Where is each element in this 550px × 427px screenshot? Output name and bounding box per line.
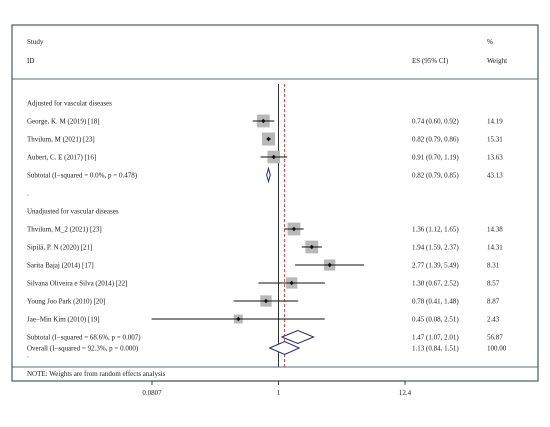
study-point-marker (261, 118, 266, 124)
subtotal-weight-value: 56.87 (487, 334, 503, 342)
study-es-value: 0.74 (0.60, 0.92) (412, 118, 459, 126)
study-point-marker (291, 226, 297, 232)
study-weight-value: 14.38 (487, 226, 503, 234)
study-point-marker (263, 298, 269, 304)
overall-label: Overall (I−squared = 92.3%, p = 0.000) (27, 345, 139, 353)
x-tick-label: 1 (277, 389, 281, 397)
subtotal-es-value: 1.47 (1.07, 2.01) (412, 334, 459, 342)
study-point-marker (271, 154, 276, 160)
header-weight: Weight (487, 57, 507, 65)
study-label: Jae−Min Kim (2010) [19] (27, 316, 100, 324)
study-es-value: 0.91 (0.70, 1.19) (412, 154, 459, 162)
study-es-value: 0.78 (0.41, 1.48) (412, 298, 459, 306)
header-study: Study (27, 38, 44, 46)
x-tick-label: 0.0807 (142, 389, 162, 397)
study-es-value: 0.82 (0.79, 0.86) (412, 136, 459, 144)
study-label: George, K. M (2019) [18] (27, 118, 100, 126)
study-weight-value: 14.19 (487, 118, 503, 126)
overall-es-value: 1.13 (0.84, 1.51) (412, 345, 459, 353)
study-weight-value: 2.43 (487, 316, 500, 324)
study-point-marker (236, 316, 241, 322)
plot-frame (11, 24, 539, 382)
study-es-value: 1.94 (1.59, 2.37) (412, 244, 459, 252)
header-id: ID (27, 57, 34, 65)
study-point-marker (327, 262, 332, 268)
study-label: Young Joo Park (2010) [20] (27, 298, 105, 306)
study-es-value: 0.45 (0.08, 2.51) (412, 316, 459, 324)
header-weight-pct: % (487, 38, 493, 46)
study-weight-value: 8.31 (487, 262, 500, 270)
text-label: . (27, 352, 29, 360)
footnote: NOTE: Weights are from random effects an… (27, 370, 166, 378)
study-es-value: 1.30 (0.67, 2.52) (412, 280, 459, 288)
study-weight-value: 8.57 (487, 280, 500, 288)
study-point-marker (289, 280, 294, 286)
study-label: Thvilum, M_2 (2021) [23] (27, 226, 102, 234)
study-label: Silvana Oliveira e Silva (2014) [22] (27, 280, 128, 288)
subtotal-label: Subtotal (I−squared = 68.6%, p = 0.007) (27, 334, 141, 342)
subtotal-diamond (266, 166, 271, 184)
study-label: Thvilum, M (2021) [23] (27, 136, 95, 144)
overall-diamond (268, 340, 301, 356)
study-es-value: 2.77 (1.39, 5.49) (412, 262, 459, 270)
study-es-value: 1.36 (1.12, 1.65) (412, 226, 459, 234)
study-label: Sarita Bajaj (2014) [17] (27, 262, 94, 270)
x-tick-label: 12.4 (399, 389, 412, 397)
study-label: Sipilä, P. N (2020) [21] (27, 244, 92, 252)
text-label: . (27, 190, 29, 198)
study-weight-value: 13.63 (487, 154, 503, 162)
study-weight-value: 8.87 (487, 298, 500, 306)
group-label: Unadjusted for vascular diseases (27, 208, 119, 216)
group-label: Adjusted for vascular diseases (27, 100, 112, 108)
subtotal-label: Subtotal (I−squared = 0.0%, p = 0.478) (27, 172, 138, 180)
study-weight-value: 14.31 (487, 244, 503, 252)
study-weight-value: 15.31 (487, 136, 503, 144)
subtotal-diamond (280, 329, 315, 345)
overall-weight-value: 100.00 (487, 345, 507, 353)
subtotal-weight-value: 43.13 (487, 172, 503, 180)
header-es: ES (95% CI) (412, 57, 449, 65)
study-label: Aubert, C. E (2017) [16] (27, 154, 96, 162)
subtotal-es-value: 0.82 (0.79, 0.85) (412, 172, 459, 180)
study-point-marker (309, 244, 314, 250)
study-point-marker (266, 136, 271, 142)
